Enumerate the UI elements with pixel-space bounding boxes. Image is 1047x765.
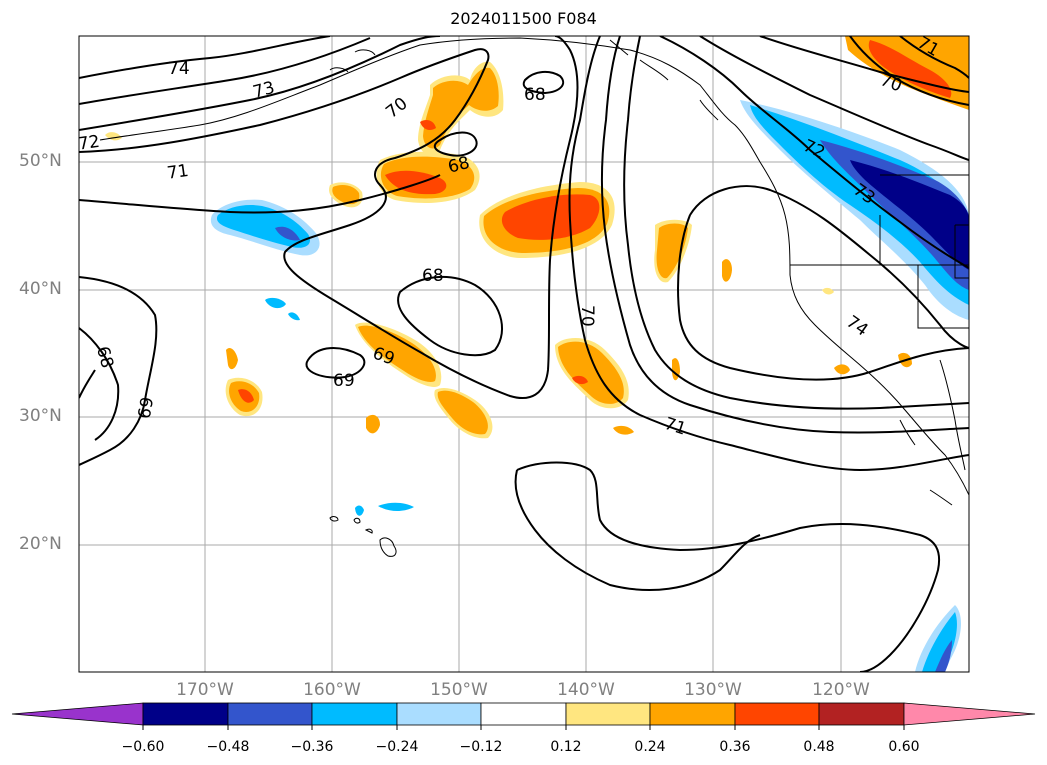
colorbar-tick-label: −0.48 bbox=[206, 739, 250, 755]
lon-label-120w: 120°W bbox=[812, 680, 870, 700]
contour-label: 70 bbox=[577, 305, 597, 327]
colorbar-segment bbox=[734, 702, 820, 726]
coastlines bbox=[99, 37, 969, 557]
lat-label-40n: 40°N bbox=[19, 279, 62, 299]
colorbar-tick-label: −0.12 bbox=[459, 739, 503, 755]
gridlines bbox=[79, 36, 969, 672]
colorbar-tick-label: −0.24 bbox=[375, 739, 419, 755]
lon-label-150w: 150°W bbox=[430, 680, 488, 700]
contour-label: 74 bbox=[168, 59, 190, 79]
contour-label: 72 bbox=[77, 132, 101, 155]
colorbar-segment bbox=[311, 702, 398, 726]
lat-label-20n: 20°N bbox=[19, 534, 62, 554]
positive-anomaly-fills bbox=[105, 36, 969, 439]
lon-label-160w: 160°W bbox=[303, 680, 361, 700]
colorbar bbox=[11, 702, 1036, 730]
contour-label: 70 bbox=[382, 94, 411, 123]
colorbar-segment bbox=[396, 702, 482, 726]
height-contours bbox=[79, 36, 969, 672]
colorbar-tick-label: 0.12 bbox=[550, 739, 582, 755]
colorbar-extend-high bbox=[903, 702, 1036, 726]
colorbar-tick-label: 0.60 bbox=[888, 739, 920, 755]
colorbar-extend-low bbox=[11, 702, 144, 726]
contour-label: 68 bbox=[92, 344, 117, 370]
colorbar-segment bbox=[565, 702, 651, 726]
colorbar-tick-label: 0.36 bbox=[719, 739, 751, 755]
colorbar-tick-label: −0.36 bbox=[290, 739, 334, 755]
contour-label: 68 bbox=[422, 266, 444, 286]
colorbar-segment bbox=[142, 702, 229, 726]
plot-frame bbox=[78, 35, 970, 673]
colorbar-segment bbox=[818, 702, 905, 726]
contour-label: 71 bbox=[662, 414, 689, 440]
colorbar-tick-label: −0.60 bbox=[121, 739, 165, 755]
colorbar-segment bbox=[649, 702, 736, 726]
contour-label: 71 bbox=[166, 161, 190, 184]
lon-label-130w: 130°W bbox=[684, 680, 742, 700]
lat-label-50n: 50°N bbox=[19, 151, 62, 171]
lon-label-140w: 140°W bbox=[557, 680, 615, 700]
contour-label: 73 bbox=[251, 78, 277, 103]
lon-label-170w: 170°W bbox=[176, 680, 234, 700]
map-title: 2024011500 F084 bbox=[450, 9, 597, 28]
colorbar-segment bbox=[227, 702, 313, 726]
colorbar-segment bbox=[480, 702, 567, 726]
contour-label: 74 bbox=[842, 312, 871, 341]
contour-label: 68 bbox=[524, 85, 546, 105]
contour-label: 69 bbox=[135, 396, 158, 421]
contour-label: 69 bbox=[333, 371, 355, 391]
colorbar-tick-label: 0.24 bbox=[634, 739, 666, 755]
colorbar-ticks bbox=[142, 725, 905, 730]
colorbar-tick-label: 0.48 bbox=[803, 739, 835, 755]
lat-label-30n: 30°N bbox=[19, 406, 62, 426]
